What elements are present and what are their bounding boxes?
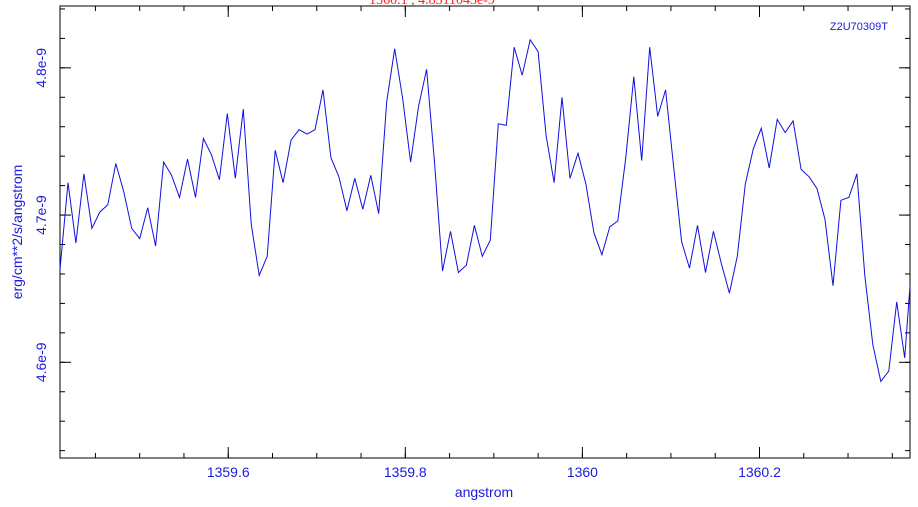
x-tick-label: 1359.6 — [207, 464, 250, 480]
x-tick-label: 1360.2 — [738, 464, 781, 480]
plot-frame — [59, 5, 911, 459]
plot-border — [59, 5, 911, 459]
x-tick-label: 1360 — [567, 464, 598, 480]
series-line — [59, 38, 911, 383]
x-axis: 1359.6 1359.8 1360 1360.2 — [94, 6, 893, 480]
x-tick-label: 1359.8 — [384, 464, 427, 480]
x-axis-title: angstrom — [455, 484, 513, 500]
dataset-annotation: Z2U70309T — [830, 21, 888, 33]
y-tick-label: 4.8e-9 — [33, 48, 49, 88]
y-axis: 4.6e-9 4.7e-9 4.8e-9 — [33, 8, 910, 452]
y-axis-title: erg/cm**2/s/angstrom — [9, 165, 25, 300]
y-tick-label: 4.7e-9 — [33, 195, 49, 235]
y-tick-label: 4.6e-9 — [33, 342, 49, 382]
cursor-readout: 1360.1 , 4.8311043e-9 — [369, 0, 495, 8]
